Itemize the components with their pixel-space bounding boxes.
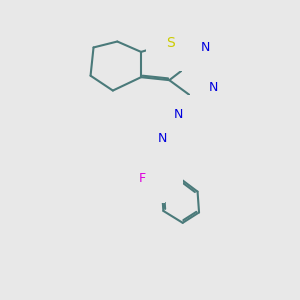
Text: H: H	[167, 133, 175, 143]
Text: N: N	[209, 81, 219, 94]
Text: H: H	[165, 109, 173, 119]
Text: O: O	[154, 170, 164, 183]
Text: N: N	[200, 41, 210, 54]
Text: N: N	[174, 108, 184, 121]
Text: F: F	[139, 172, 146, 185]
Text: S: S	[167, 36, 175, 50]
Text: N: N	[158, 132, 167, 145]
